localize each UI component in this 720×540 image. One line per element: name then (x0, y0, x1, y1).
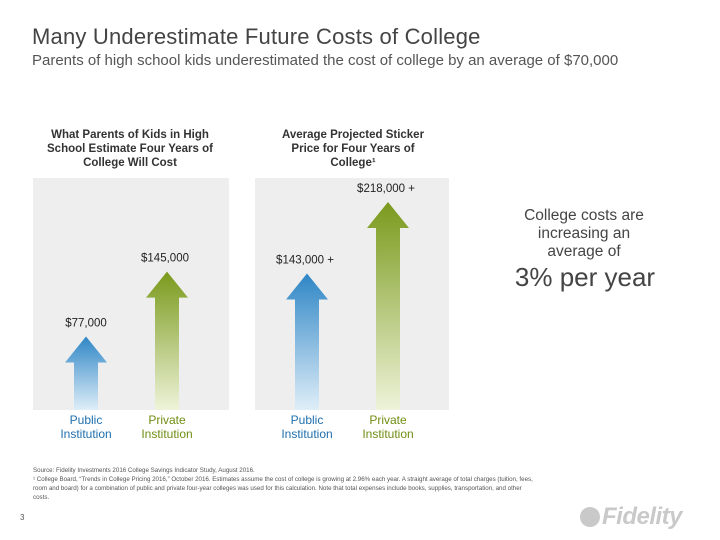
logo-icon (580, 507, 600, 527)
category-label: Private Institution (141, 413, 192, 441)
footnote-1: ¹ College Board, “Trends in College Pric… (33, 476, 533, 501)
page-title: Many Underestimate Future Costs of Colle… (32, 24, 481, 49)
category-label: Public Institution (281, 413, 332, 441)
category-label: Private Institution (362, 413, 413, 441)
arrow-bar-estimate-private (146, 271, 188, 410)
category-label: Public Institution (60, 413, 111, 441)
side-note-text: College costs are increasing an average … (524, 207, 644, 260)
footnote-source: Source: Fidelity Investments 2016 Colleg… (33, 467, 255, 474)
value-label: $145,000 (141, 253, 189, 265)
right-panel-label: Average Projected Sticker Price for Four… (281, 129, 425, 169)
fidelity-logo: Fidelity (580, 503, 683, 531)
arrow-bar-projected-private (367, 202, 409, 410)
page-subtitle: Parents of high school kids underestimat… (32, 52, 619, 69)
page-number: 3 (20, 513, 25, 522)
logo-text: Fidelity (602, 503, 683, 530)
value-label: $77,000 (65, 318, 107, 330)
left-panel-label: What Parents of Kids in High School Esti… (47, 129, 213, 169)
arrow-bar-projected-public (286, 273, 328, 410)
arrow-bar-estimate-public (65, 336, 107, 410)
value-label: $143,000 + (276, 255, 334, 267)
value-label: $218,000 + (357, 183, 415, 195)
footnotes: Source: Fidelity Investments 2016 Colleg… (33, 466, 533, 502)
side-note-highlight: 3% per year (514, 262, 656, 292)
left-panel-background (33, 178, 229, 410)
right-panel-background (255, 178, 449, 410)
